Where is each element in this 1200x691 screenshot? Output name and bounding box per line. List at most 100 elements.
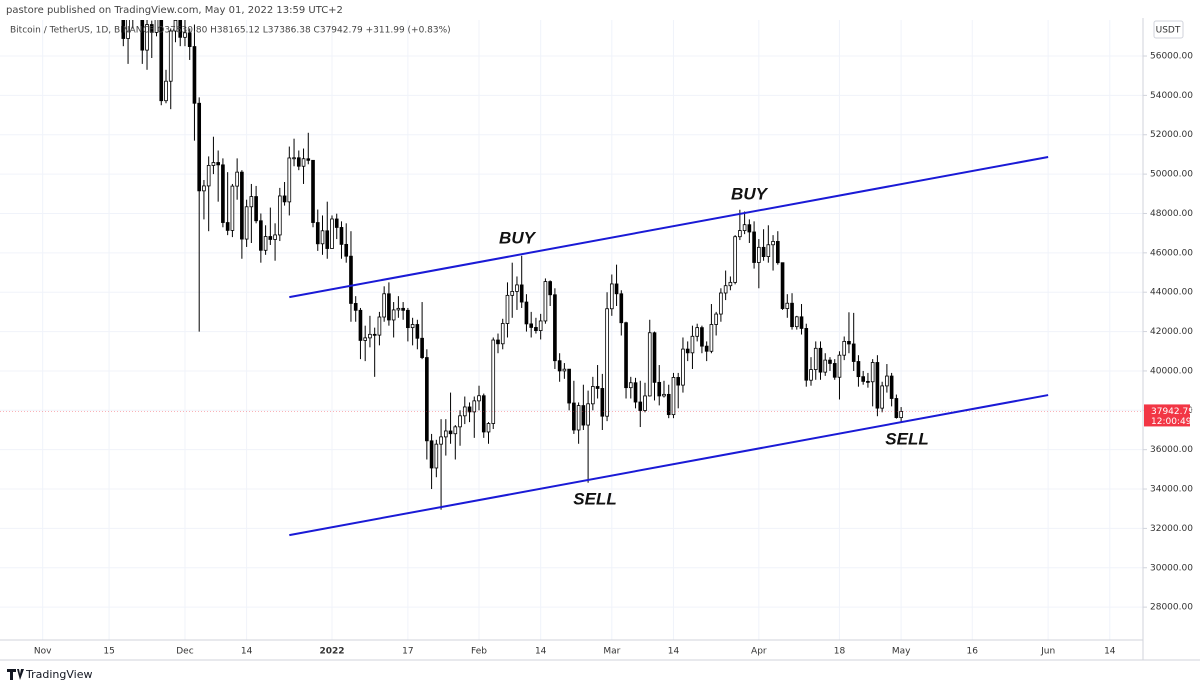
x-tick-label: 14	[668, 647, 680, 657]
y-tick-label: 50000.00	[1150, 170, 1193, 180]
annotation: BUY	[499, 228, 537, 247]
y-tick-label: 28000.00	[1150, 603, 1193, 613]
candle-body	[140, 20, 145, 51]
candle-body	[519, 284, 524, 303]
candle-body	[349, 255, 353, 304]
candle-body	[240, 171, 244, 240]
symbol-line: Bitcoin / TetherUS, 1D, BINANCE O37630.8…	[10, 26, 451, 36]
x-tick-label: Mar	[603, 647, 620, 657]
y-tick-label: 48000.00	[1150, 209, 1193, 219]
x-tick-label: Feb	[471, 647, 487, 657]
y-tick-label: 56000.00	[1150, 52, 1193, 62]
candle-body	[870, 362, 875, 383]
candle-body	[666, 393, 671, 416]
candle-body	[311, 159, 315, 223]
x-tick-label: Apr	[751, 647, 767, 657]
candle-body	[472, 400, 477, 413]
candle-body	[809, 369, 813, 381]
candle-body	[889, 375, 894, 399]
candle-body	[415, 324, 420, 339]
candle-body	[192, 46, 197, 104]
candle-body	[168, 30, 173, 82]
candle-body	[733, 236, 737, 283]
candle-body	[586, 403, 590, 426]
candle-body	[818, 347, 823, 373]
candle-body	[723, 285, 728, 294]
candle-body	[515, 284, 519, 292]
x-tick-label: May	[892, 647, 911, 657]
candle-body	[757, 246, 761, 263]
candle-body	[619, 293, 624, 324]
candle-body	[681, 348, 685, 386]
candle-body	[894, 398, 899, 418]
candle-body	[126, 20, 130, 39]
candle-body	[296, 157, 301, 167]
candle-body	[510, 291, 515, 296]
candle-body	[695, 327, 700, 337]
candle-body	[766, 244, 771, 257]
candle-body	[785, 302, 790, 309]
x-tick-label: 14	[1104, 647, 1116, 657]
y-tick-label: 34000.00	[1150, 485, 1193, 495]
candle-body	[159, 20, 164, 102]
publisher: pastore published on TradingView.com, Ma…	[6, 5, 343, 16]
candle-body	[429, 440, 434, 469]
candle-body	[614, 283, 619, 295]
candle-body	[794, 316, 799, 328]
candle-body	[647, 332, 652, 397]
candle-body	[861, 376, 866, 382]
candle-body	[391, 309, 396, 321]
candle-body	[334, 218, 339, 228]
candle-body	[685, 348, 690, 354]
candle-body	[225, 222, 230, 231]
candle-body	[704, 345, 709, 352]
candle-body	[823, 359, 828, 373]
candle-body	[486, 423, 491, 433]
candle-body	[145, 24, 149, 51]
y-tick-label: 32000.00	[1150, 524, 1193, 534]
candle-body	[775, 241, 780, 264]
candle-body	[728, 281, 733, 287]
countdown: 12:00:49	[1151, 417, 1192, 427]
y-tick-label: 42000.00	[1150, 327, 1193, 337]
y-tick-label: 54000.00	[1150, 91, 1193, 101]
y-tick-label: 52000.00	[1150, 130, 1193, 140]
candle-body	[154, 20, 159, 33]
candle-body	[368, 333, 372, 339]
candle-body	[315, 222, 320, 245]
candle-body	[353, 303, 358, 311]
candle-body	[439, 436, 443, 445]
candle-body	[330, 218, 334, 249]
candle-body	[372, 333, 377, 336]
candle-body	[866, 380, 870, 383]
candle-body	[183, 32, 187, 38]
candle-body	[771, 241, 775, 246]
candle-body	[842, 341, 847, 356]
candle-body	[448, 430, 453, 435]
candle-body	[235, 171, 239, 187]
y-tick-label: 44000.00	[1150, 288, 1193, 298]
candle-body	[813, 347, 818, 370]
price-tag	[1144, 404, 1190, 427]
candle-body	[292, 157, 296, 160]
candle-body	[899, 411, 903, 418]
candle-body	[572, 402, 576, 431]
y-tick-label: 46000.00	[1150, 248, 1193, 258]
candle-body	[259, 220, 263, 251]
candle-body	[790, 302, 794, 328]
candle-body	[851, 343, 856, 362]
brand: TradingView	[25, 668, 92, 681]
currency: USDT	[1156, 26, 1181, 36]
x-tick-label: 14	[241, 647, 253, 657]
candle-body	[263, 236, 268, 251]
y-tick-label: 30000.00	[1150, 563, 1193, 573]
candle-body	[828, 359, 832, 364]
candle-body	[462, 406, 467, 417]
candle-body	[605, 308, 609, 417]
x-tick-label: Jun	[1040, 647, 1055, 657]
candle-body	[609, 283, 614, 310]
candle-body	[287, 157, 292, 203]
candle-body	[382, 293, 386, 318]
candle-body	[230, 185, 235, 231]
